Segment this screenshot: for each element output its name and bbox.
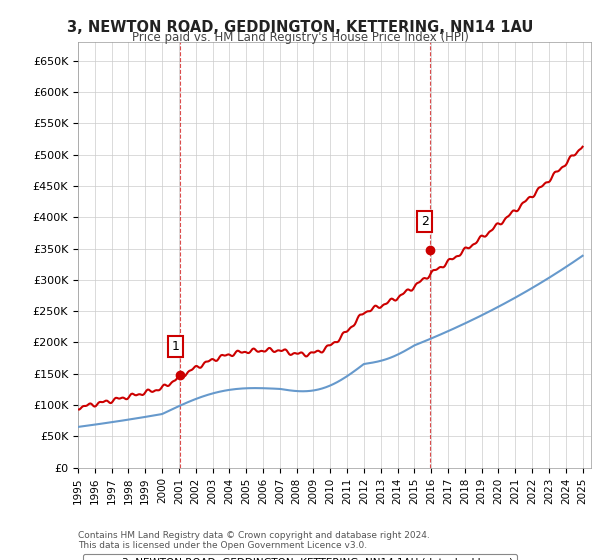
Text: 1: 1 — [171, 340, 179, 353]
Text: 3, NEWTON ROAD, GEDDINGTON, KETTERING, NN14 1AU: 3, NEWTON ROAD, GEDDINGTON, KETTERING, N… — [67, 20, 533, 35]
Text: Contains HM Land Registry data © Crown copyright and database right 2024.
This d: Contains HM Land Registry data © Crown c… — [78, 530, 430, 550]
Text: 2: 2 — [421, 215, 428, 228]
Legend: 3, NEWTON ROAD, GEDDINGTON, KETTERING, NN14 1AU (detached house), HPI: Average p: 3, NEWTON ROAD, GEDDINGTON, KETTERING, N… — [83, 554, 517, 560]
Text: Price paid vs. HM Land Registry's House Price Index (HPI): Price paid vs. HM Land Registry's House … — [131, 31, 469, 44]
